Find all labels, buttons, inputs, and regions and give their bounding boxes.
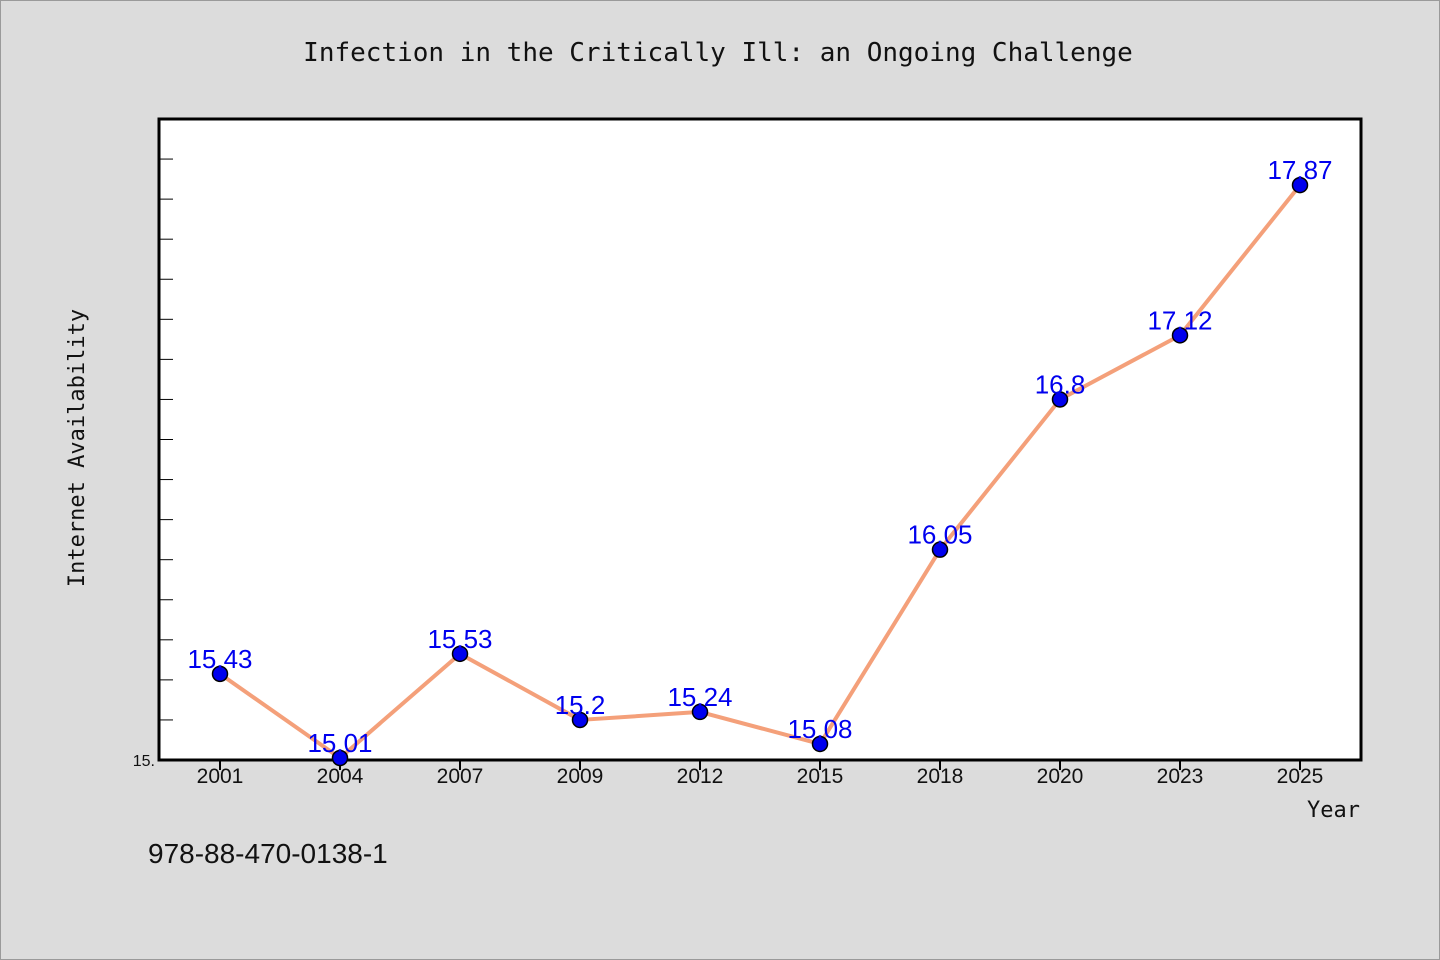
data-label: 16.05: [907, 520, 972, 550]
x-tick-label: 2001: [197, 765, 244, 788]
x-axis-title: Year: [1307, 798, 1360, 823]
data-point: [451, 645, 469, 663]
x-tick-label: 2020: [1037, 765, 1084, 788]
data-point: [691, 703, 709, 721]
series-markers: [211, 176, 1309, 767]
data-label: 15.08: [787, 714, 852, 744]
y-axis-ticks: 15.: [133, 753, 155, 770]
data-point: [931, 541, 949, 558]
x-tick-label: 2015: [797, 765, 844, 788]
data-labels: 15.43 15.01 15.53 15.2 15.24 15.08 16.05 16.8 17…: [187, 155, 1332, 758]
x-tick-label: 2018: [917, 765, 964, 788]
data-label: 15.43: [187, 644, 252, 674]
x-tick-label: 2025: [1277, 765, 1324, 788]
data-label: 16.8: [1035, 369, 1086, 399]
data-label: 15.01: [307, 728, 372, 758]
y-axis-minor-ticks: [159, 118, 173, 761]
data-point: [1051, 391, 1069, 408]
x-tick-label: 2004: [317, 765, 364, 788]
data-label: 15.24: [667, 682, 732, 712]
y-tick-label: 15.: [133, 753, 155, 770]
plot-area: [157, 117, 1363, 762]
x-tick-label: 2023: [1157, 765, 1204, 788]
x-tick-label: 2009: [557, 765, 604, 788]
data-label: 17.12: [1147, 305, 1212, 335]
series-line-group: [218, 183, 1302, 760]
data-label: 15.53: [427, 624, 492, 654]
chart-title: Infection in the Critically Ill: an Ongo…: [303, 38, 1133, 68]
x-axis-ticks: 2001 2004 2007 2009 2012 2015 2018 2020 2023 2025: [197, 760, 1324, 788]
data-label: 15.2: [555, 690, 606, 720]
data-point: [211, 665, 229, 683]
series-line: [218, 183, 1302, 760]
y-axis-title: Internet Availability: [65, 309, 90, 587]
data-label: 17.87: [1267, 155, 1332, 185]
data-point: [1291, 176, 1309, 194]
x-tick-label: 2012: [677, 765, 724, 788]
data-point: [1171, 327, 1189, 344]
data-point: [811, 735, 829, 753]
footnote-isbn: 978-88-470-0138-1: [148, 838, 388, 869]
data-point: [571, 711, 589, 729]
data-point: [331, 749, 349, 767]
x-tick-label: 2007: [437, 765, 484, 788]
